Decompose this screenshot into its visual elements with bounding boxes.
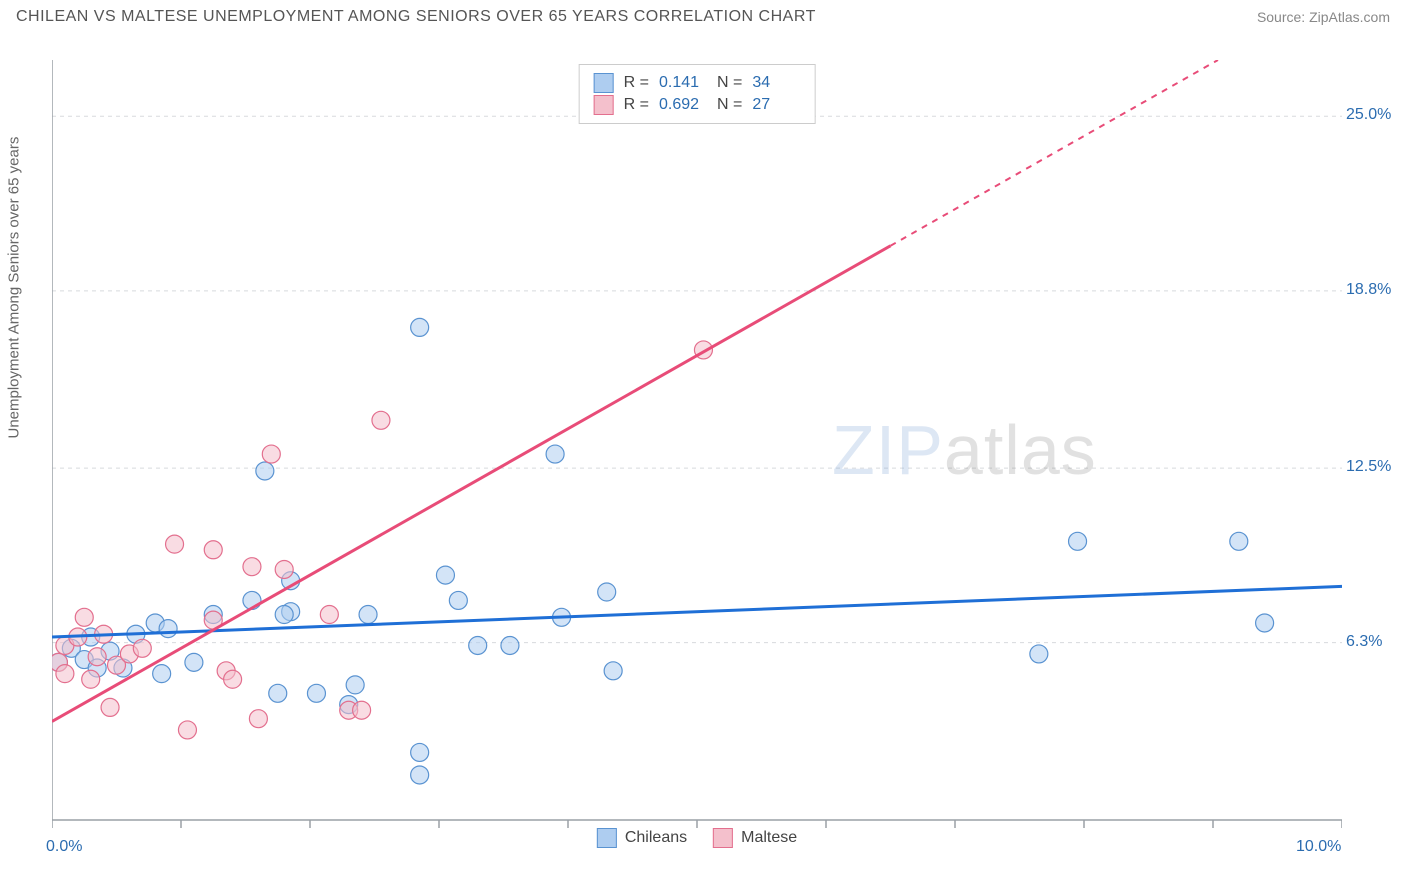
data-point xyxy=(224,670,242,688)
x-tick-label: 0.0% xyxy=(46,838,82,856)
scatter-plot xyxy=(52,60,1342,870)
data-point xyxy=(1030,645,1048,663)
source-label: Source: ZipAtlas.com xyxy=(1257,9,1390,25)
x-tick-label: 10.0% xyxy=(1296,838,1341,856)
data-point xyxy=(178,721,196,739)
y-tick-label: 6.3% xyxy=(1346,633,1406,651)
data-point xyxy=(56,665,74,683)
data-point xyxy=(75,608,93,626)
data-point xyxy=(256,462,274,480)
data-point xyxy=(249,710,267,728)
data-point xyxy=(598,583,616,601)
data-point xyxy=(411,743,429,761)
data-point xyxy=(546,445,564,463)
stats-row-chileans: R = 0.141 N = 34 xyxy=(594,73,801,93)
stats-row-maltese: R = 0.692 N = 27 xyxy=(594,95,801,115)
swatch-maltese xyxy=(594,95,614,115)
data-point xyxy=(307,684,325,702)
y-tick-label: 18.8% xyxy=(1346,281,1406,299)
data-point xyxy=(269,684,287,702)
data-point xyxy=(133,639,151,657)
data-point xyxy=(359,606,377,624)
data-point xyxy=(88,648,106,666)
data-point xyxy=(372,411,390,429)
data-point xyxy=(243,558,261,576)
data-point xyxy=(501,636,519,654)
data-point xyxy=(159,620,177,638)
data-point xyxy=(153,665,171,683)
data-point xyxy=(1230,532,1248,550)
data-point xyxy=(204,541,222,559)
data-point xyxy=(1069,532,1087,550)
data-point xyxy=(320,606,338,624)
data-point xyxy=(185,653,203,671)
data-point xyxy=(353,701,371,719)
swatch-chileans xyxy=(594,73,614,93)
data-point xyxy=(411,766,429,784)
series-legend: Chileans Maltese xyxy=(597,828,797,848)
data-point xyxy=(82,670,100,688)
swatch-chileans xyxy=(597,828,617,848)
legend-item-maltese: Maltese xyxy=(713,828,797,848)
data-point xyxy=(275,560,293,578)
data-point xyxy=(346,676,364,694)
data-point xyxy=(166,535,184,553)
data-point xyxy=(604,662,622,680)
stats-legend: R = 0.141 N = 34 R = 0.692 N = 27 xyxy=(579,64,816,124)
data-point xyxy=(101,698,119,716)
data-point xyxy=(262,445,280,463)
y-tick-label: 12.5% xyxy=(1346,458,1406,476)
legend-item-chileans: Chileans xyxy=(597,828,687,848)
chart-title: CHILEAN VS MALTESE UNEMPLOYMENT AMONG SE… xyxy=(16,8,816,26)
data-point xyxy=(469,636,487,654)
data-point xyxy=(449,591,467,609)
chart-container: R = 0.141 N = 34 R = 0.692 N = 27 ZIPatl… xyxy=(52,60,1342,820)
data-point xyxy=(275,606,293,624)
data-point xyxy=(411,318,429,336)
data-point xyxy=(436,566,454,584)
swatch-maltese xyxy=(713,828,733,848)
y-tick-label: 25.0% xyxy=(1346,106,1406,124)
data-point xyxy=(1256,614,1274,632)
y-axis-label: Unemployment Among Seniors over 65 years xyxy=(6,137,23,439)
